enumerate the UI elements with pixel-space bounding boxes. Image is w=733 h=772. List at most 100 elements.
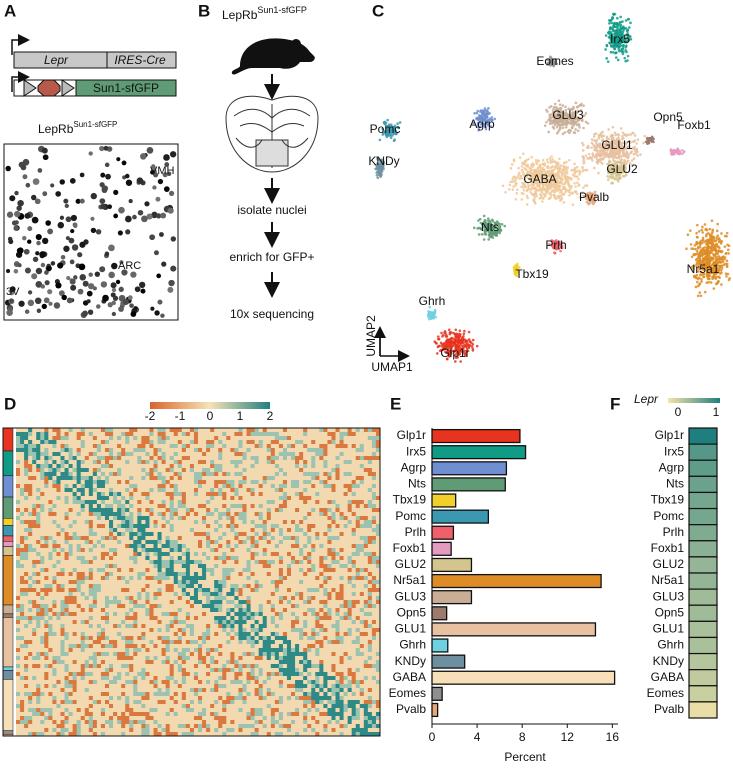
nucleus bbox=[159, 232, 164, 237]
umap-point bbox=[716, 252, 719, 256]
heatmap-cell bbox=[299, 448, 304, 453]
heatmap-cell bbox=[339, 476, 344, 481]
umap-point bbox=[651, 136, 654, 139]
umap-point bbox=[430, 313, 434, 317]
umap-point bbox=[642, 141, 645, 145]
umap-point bbox=[696, 236, 699, 239]
umap-point bbox=[701, 236, 705, 240]
heatmap-cell bbox=[343, 436, 348, 441]
umap-point bbox=[562, 123, 566, 126]
heatmap-cell bbox=[319, 468, 324, 473]
heatmap-cell bbox=[367, 452, 373, 457]
heatmap-cell bbox=[206, 492, 211, 497]
umap-point bbox=[709, 247, 713, 251]
heatmap-cell bbox=[72, 448, 77, 453]
heatmap-cell bbox=[230, 440, 235, 445]
heatmap-cell bbox=[145, 464, 150, 469]
heatmap-cell bbox=[145, 476, 150, 481]
cluster-strip bbox=[2, 450, 14, 477]
umap-point bbox=[611, 50, 615, 54]
umap-point bbox=[563, 161, 566, 165]
umap-point bbox=[387, 123, 391, 127]
heatmap-cell bbox=[206, 480, 211, 485]
heatmap-cell bbox=[113, 472, 118, 477]
heatmap-cell bbox=[286, 452, 292, 457]
heatmap-cell bbox=[92, 436, 98, 441]
heatmap-cell bbox=[299, 452, 304, 457]
umap-point bbox=[599, 154, 603, 157]
umap-point bbox=[454, 328, 458, 332]
umap-point bbox=[555, 62, 559, 66]
title-text: LepRb bbox=[222, 8, 258, 22]
heatmap-cell bbox=[222, 484, 227, 489]
heatmap-cell bbox=[214, 496, 219, 501]
umap-point bbox=[564, 125, 568, 129]
heatmap-cell bbox=[157, 480, 162, 485]
heatmap-cell bbox=[218, 464, 223, 469]
heatmap-cell bbox=[254, 436, 259, 441]
umap-point bbox=[689, 243, 693, 246]
heatmap-cell bbox=[145, 452, 150, 457]
heatmap-cell bbox=[193, 452, 199, 457]
heatmap-cell bbox=[189, 484, 195, 489]
mouse-icon bbox=[231, 38, 315, 75]
heatmap-cell bbox=[56, 452, 61, 457]
heatmap-cell bbox=[129, 480, 134, 485]
heatmap-cell bbox=[149, 492, 154, 497]
heatmap-cell bbox=[76, 428, 82, 433]
heatmap-cell bbox=[24, 492, 29, 497]
heatmap-cell bbox=[96, 496, 102, 501]
umap-point bbox=[620, 35, 624, 39]
heatmap-cell bbox=[258, 480, 264, 485]
heatmap-cell bbox=[149, 440, 154, 445]
heatmap-cell bbox=[149, 444, 154, 449]
umap-point bbox=[604, 48, 607, 51]
heatmap-cell bbox=[327, 464, 332, 469]
heatmap-cell bbox=[173, 468, 179, 473]
heatmap-cell bbox=[153, 440, 158, 445]
umap-point bbox=[543, 188, 547, 192]
heatmap-cell bbox=[100, 472, 106, 477]
heatmap-cell bbox=[347, 472, 352, 477]
heatmap-cell bbox=[335, 456, 340, 461]
heatmap-cell bbox=[198, 448, 203, 453]
heatmap-cell bbox=[218, 460, 223, 465]
nucleus bbox=[68, 237, 75, 244]
heatmap-cell bbox=[218, 428, 223, 433]
nucleus bbox=[50, 183, 55, 188]
umap-point bbox=[508, 183, 512, 187]
umap-point bbox=[380, 170, 384, 173]
heatmap-cell bbox=[157, 432, 162, 437]
heatmap-cell bbox=[282, 476, 288, 481]
heatmap-cell bbox=[359, 476, 365, 481]
heatmap-cell bbox=[286, 472, 292, 477]
heatmap-cell bbox=[40, 436, 45, 441]
heatmap-cell bbox=[117, 480, 122, 485]
heatmap-cell bbox=[250, 436, 255, 441]
umap-point bbox=[536, 166, 540, 170]
heatmap-cell bbox=[28, 452, 33, 457]
heatmap-cell bbox=[230, 436, 235, 441]
heatmap-cell bbox=[230, 460, 235, 465]
heatmap-cell bbox=[52, 496, 57, 501]
umap-point bbox=[602, 134, 606, 138]
heatmap-cell bbox=[274, 480, 280, 485]
heatmap-cell bbox=[64, 432, 69, 437]
heatmap-cell bbox=[56, 476, 61, 481]
heatmap-cell bbox=[266, 448, 272, 453]
nucleus bbox=[105, 173, 111, 180]
heatmap-cell bbox=[48, 452, 53, 457]
heatmap-cell bbox=[327, 432, 332, 437]
umap-point bbox=[390, 128, 393, 132]
heatmap-cell bbox=[274, 428, 280, 433]
heatmap-cell bbox=[181, 492, 187, 497]
heatmap-cell bbox=[327, 472, 332, 477]
heatmap-cell bbox=[286, 444, 292, 449]
umap-point bbox=[595, 139, 598, 142]
heatmap-cell bbox=[137, 476, 142, 481]
heatmap-cell bbox=[327, 476, 332, 481]
umap-point bbox=[584, 120, 588, 124]
heatmap-cell bbox=[331, 432, 336, 437]
umap-points bbox=[374, 12, 731, 363]
nucleus bbox=[151, 164, 156, 169]
